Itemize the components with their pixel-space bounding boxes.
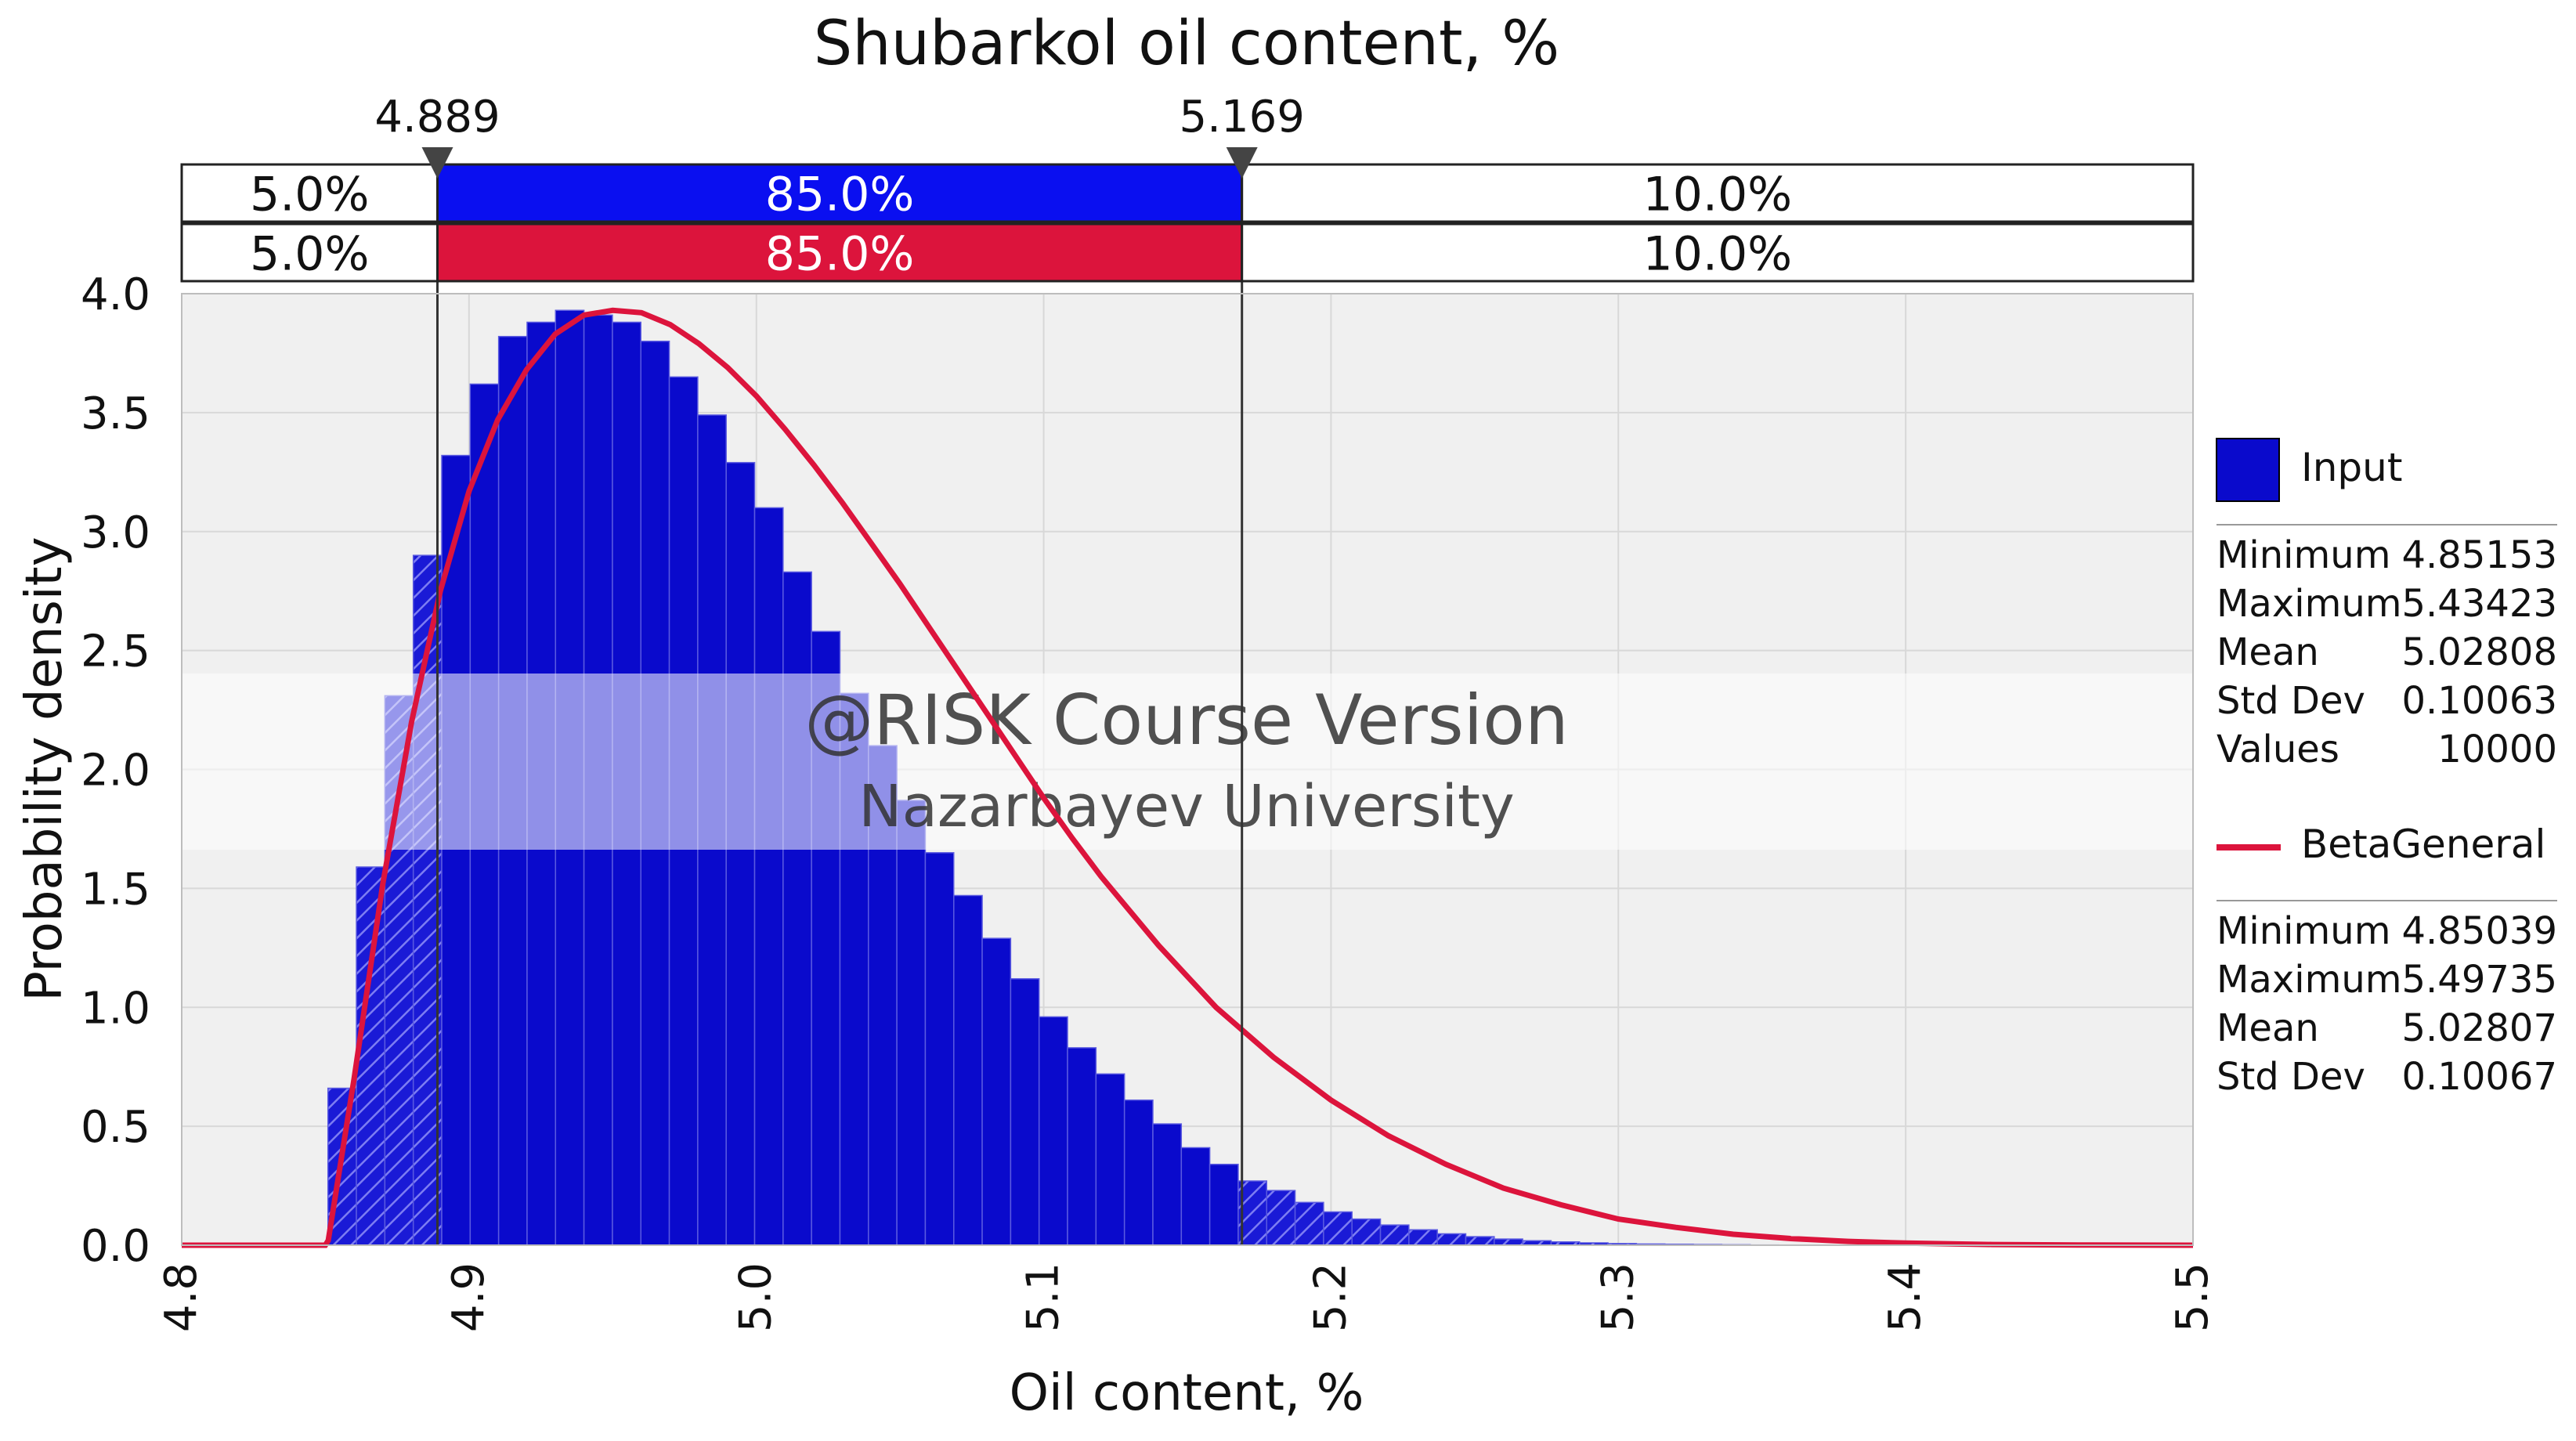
- x-tick-label: 4.9: [443, 1262, 494, 1332]
- x-tick-label: 5.4: [1880, 1262, 1931, 1332]
- histogram-bar: [1408, 1229, 1438, 1246]
- histogram-bar: [753, 507, 784, 1246]
- fit-curve-betageneral: [182, 307, 2194, 1248]
- delimiter-segment-label: 85.0%: [765, 168, 915, 222]
- legend-stat-label: Std Dev: [2217, 679, 2365, 723]
- y-axis-ticks: 0.0 0.5 1.0 1.5 2.0 2.5 3.0 3.5 4.0: [81, 269, 150, 1272]
- plot-frame: [181, 293, 2194, 1246]
- legend-stat-label: Minimum: [2217, 909, 2390, 953]
- y-tick-label: 1.0: [81, 983, 150, 1034]
- legend-stat-value: 5.49735: [2402, 958, 2558, 1002]
- delimiter-segment: [436, 163, 1244, 223]
- legend-label-betageneral: BetaGeneral: [2301, 822, 2545, 867]
- y-tick-label: 1.5: [81, 864, 150, 915]
- x-tick-label: 5.3: [1592, 1262, 1643, 1332]
- delimiter-segment: [180, 163, 439, 223]
- delimiter-segment-label: 10.0%: [1643, 168, 1793, 222]
- histogram-bar: [1209, 1163, 1239, 1246]
- x-tick-label: 4.8: [156, 1262, 207, 1332]
- legend-stat-label: Mean: [2217, 1006, 2319, 1050]
- histogram-bar: [1152, 1123, 1183, 1246]
- delimiter-segment-label: 10.0%: [1643, 227, 1793, 282]
- delimiter-bars: 5.0% 85.0% 10.0% 5.0% 85.0% 10.0%: [180, 163, 2195, 283]
- legend-stat-value: 5.43423: [2402, 582, 2558, 626]
- histogram-bar: [356, 866, 386, 1246]
- legend-label-input: Input: [2301, 445, 2402, 490]
- watermark-line-2: Nazarbayev University: [858, 773, 1515, 840]
- delimiter-segment: [180, 222, 439, 283]
- legend-stat-label: Maximum: [2217, 582, 2402, 626]
- delimiter-marker-label: 4.889: [374, 92, 500, 143]
- y-tick-label: 0.0: [81, 1221, 150, 1272]
- y-tick-label: 3.5: [81, 388, 150, 439]
- histogram-bar: [1379, 1224, 1410, 1246]
- y-tick-label: 2.5: [81, 627, 150, 677]
- y-tick-label: 2.0: [81, 746, 150, 796]
- legend-stat-label: Mean: [2217, 630, 2319, 674]
- histogram-bar: [1351, 1218, 1382, 1246]
- legend-swatch-input: [2216, 438, 2280, 502]
- delimiter-segment-label: 5.0%: [250, 168, 369, 222]
- legend-stat-value: 0.10063: [2402, 679, 2558, 723]
- y-tick-label: 0.5: [81, 1102, 150, 1153]
- watermark: @RISK Course Version Nazarbayev Universi…: [182, 674, 2193, 850]
- delimiter-segment: [1241, 222, 2195, 283]
- histogram-bar: [1123, 1099, 1154, 1246]
- x-tick-label: 5.1: [1018, 1262, 1069, 1332]
- legend-stat-value: 4.85153: [2402, 533, 2558, 577]
- delimiter-markers: 4.889 5.169: [374, 92, 1305, 179]
- legend-stat-label: Minimum: [2217, 533, 2390, 577]
- delimiter-segment-label: 85.0%: [765, 227, 915, 282]
- y-tick-label: 3.0: [81, 507, 150, 558]
- histogram-bar: [1266, 1190, 1296, 1246]
- delimiter-marker-label: 5.169: [1180, 92, 1305, 143]
- x-axis-label: Oil content, %: [1010, 1364, 1364, 1422]
- watermark-band: [182, 674, 2193, 850]
- watermark-line-1: @RISK Course Version: [804, 680, 1568, 760]
- chart-title: Shubarkol oil content, %: [814, 9, 1560, 79]
- delimiter-marker-handle[interactable]: [1226, 147, 1258, 179]
- delimiter-segment: [1241, 163, 2195, 223]
- x-tick-label: 5.5: [2167, 1262, 2218, 1332]
- legend-stat-value: 0.10067: [2402, 1055, 2558, 1099]
- legend-stat-value: 10000: [2437, 728, 2557, 771]
- legend-stat-value: 5.02807: [2402, 1006, 2558, 1050]
- legend-stat-label: Maximum: [2217, 958, 2402, 1002]
- histogram-bar: [1436, 1233, 1467, 1246]
- legend-stat-label: Values: [2217, 728, 2339, 771]
- histogram-bar: [1494, 1238, 1523, 1246]
- histogram-bar: [1294, 1201, 1324, 1246]
- x-tick-label: 5.2: [1305, 1262, 1356, 1332]
- histogram-bar: [981, 937, 1012, 1246]
- delimiter-segment-label: 5.0%: [250, 227, 369, 282]
- delimiter-segment: [436, 222, 1244, 283]
- legend-stat-label: Std Dev: [2217, 1055, 2365, 1099]
- y-axis-label: Probability density: [16, 536, 74, 1001]
- legend-stat-value: 5.02808: [2402, 630, 2558, 674]
- y-tick-label: 4.0: [81, 269, 150, 320]
- histogram-bar: [1095, 1073, 1125, 1246]
- histogram-bar: [1010, 978, 1040, 1246]
- legend-stat-value: 4.85039: [2402, 909, 2558, 953]
- delimiter-marker-handle[interactable]: [421, 147, 453, 179]
- histogram-bar: [782, 571, 812, 1246]
- x-tick-label: 5.0: [731, 1262, 782, 1332]
- histogram-bar: [1180, 1147, 1211, 1246]
- x-axis-ticks: 4.8 4.9 5.0 5.1 5.2 5.3 5.4 5.5: [156, 1262, 2218, 1332]
- histogram-bar: [1465, 1236, 1495, 1246]
- histogram-bar: [1038, 1016, 1068, 1246]
- delimiter-lines: [436, 164, 1244, 1245]
- histogram-bar: [896, 800, 927, 1246]
- histogram-bar: [725, 461, 756, 1246]
- histogram-bar: [1067, 1047, 1097, 1246]
- histogram-bar: [1323, 1211, 1353, 1246]
- histogram-bar: [952, 894, 983, 1246]
- histogram-bar: [924, 852, 955, 1246]
